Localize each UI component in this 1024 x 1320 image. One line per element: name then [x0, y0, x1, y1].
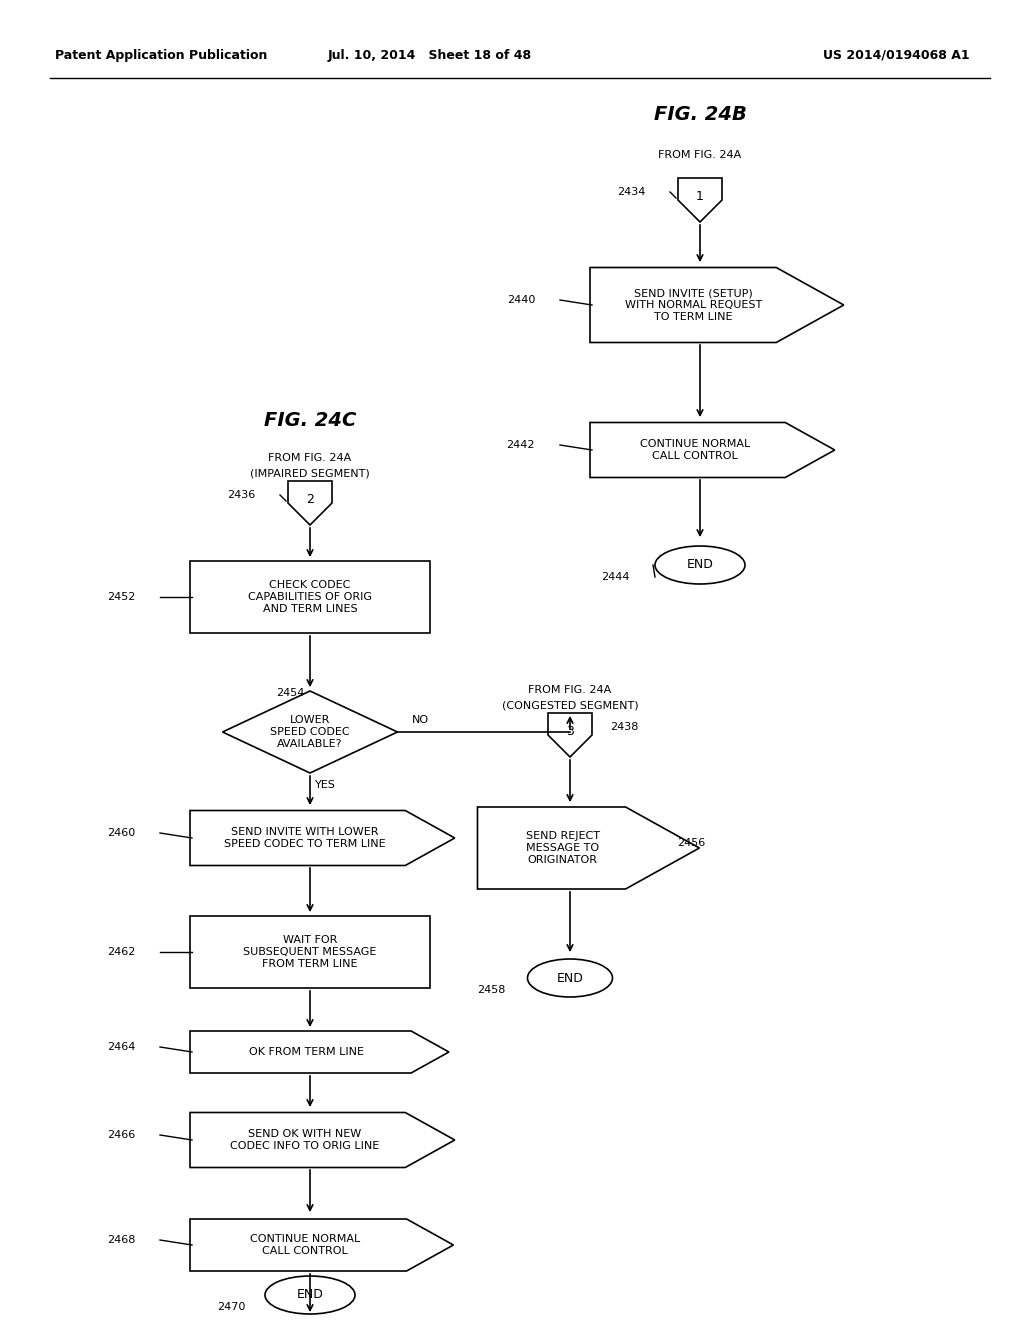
Text: FIG. 24B: FIG. 24B: [653, 106, 746, 124]
Text: SEND INVITE WITH LOWER
SPEED CODEC TO TERM LINE: SEND INVITE WITH LOWER SPEED CODEC TO TE…: [224, 828, 386, 849]
Polygon shape: [590, 268, 844, 342]
Text: WAIT FOR
SUBSEQUENT MESSAGE
FROM TERM LINE: WAIT FOR SUBSEQUENT MESSAGE FROM TERM LI…: [244, 936, 377, 969]
Text: 2468: 2468: [106, 1236, 135, 1245]
Polygon shape: [477, 807, 699, 888]
Text: (IMPAIRED SEGMENT): (IMPAIRED SEGMENT): [250, 469, 370, 478]
Text: FROM FIG. 24A: FROM FIG. 24A: [528, 685, 611, 696]
Text: 2460: 2460: [106, 828, 135, 838]
Text: 2456: 2456: [677, 838, 706, 847]
Text: 1: 1: [696, 190, 703, 203]
Text: CHECK CODEC
CAPABILITIES OF ORIG
AND TERM LINES: CHECK CODEC CAPABILITIES OF ORIG AND TER…: [248, 581, 372, 614]
Text: 2: 2: [306, 494, 314, 506]
Text: FIG. 24C: FIG. 24C: [264, 411, 356, 429]
Text: 2454: 2454: [275, 688, 304, 698]
Text: Jul. 10, 2014   Sheet 18 of 48: Jul. 10, 2014 Sheet 18 of 48: [328, 49, 532, 62]
Text: FROM FIG. 24A: FROM FIG. 24A: [658, 150, 741, 160]
Ellipse shape: [527, 960, 612, 997]
Text: SEND INVITE (SETUP)
WITH NORMAL REQUEST
TO TERM LINE: SEND INVITE (SETUP) WITH NORMAL REQUEST …: [625, 288, 762, 322]
Text: 2470: 2470: [217, 1302, 245, 1312]
Text: 2434: 2434: [616, 187, 645, 197]
Polygon shape: [288, 480, 332, 525]
Text: 2436: 2436: [226, 490, 255, 500]
Bar: [190, 916, 430, 987]
Text: 3: 3: [566, 725, 573, 738]
Polygon shape: [678, 178, 722, 222]
Text: 2464: 2464: [106, 1041, 135, 1052]
Text: OK FROM TERM LINE: OK FROM TERM LINE: [249, 1047, 364, 1057]
Polygon shape: [190, 1031, 449, 1073]
Text: END: END: [686, 558, 714, 572]
Text: NO: NO: [412, 715, 429, 725]
Text: CONTINUE NORMAL
CALL CONTROL: CONTINUE NORMAL CALL CONTROL: [250, 1234, 360, 1255]
Text: 2466: 2466: [106, 1130, 135, 1140]
Text: END: END: [297, 1288, 324, 1302]
Text: END: END: [557, 972, 584, 985]
Text: LOWER
SPEED CODEC
AVAILABLE?: LOWER SPEED CODEC AVAILABLE?: [270, 715, 350, 748]
Polygon shape: [590, 422, 835, 478]
Text: 2452: 2452: [106, 591, 135, 602]
Text: US 2014/0194068 A1: US 2014/0194068 A1: [823, 49, 970, 62]
Text: 2462: 2462: [106, 946, 135, 957]
Text: 2444: 2444: [601, 572, 630, 582]
Text: (CONGESTED SEGMENT): (CONGESTED SEGMENT): [502, 700, 638, 710]
Text: SEND REJECT
MESSAGE TO
ORIGINATOR: SEND REJECT MESSAGE TO ORIGINATOR: [525, 832, 600, 865]
Text: 2458: 2458: [476, 985, 505, 995]
Polygon shape: [548, 713, 592, 756]
Text: 2440: 2440: [507, 294, 535, 305]
Text: Patent Application Publication: Patent Application Publication: [55, 49, 267, 62]
Bar: [190, 561, 430, 634]
Text: CONTINUE NORMAL
CALL CONTROL: CONTINUE NORMAL CALL CONTROL: [640, 440, 751, 461]
Polygon shape: [190, 1113, 455, 1167]
Polygon shape: [190, 1218, 454, 1271]
Ellipse shape: [655, 546, 745, 583]
Text: SEND OK WITH NEW
CODEC INFO TO ORIG LINE: SEND OK WITH NEW CODEC INFO TO ORIG LINE: [230, 1129, 380, 1151]
Text: YES: YES: [314, 780, 336, 789]
Text: FROM FIG. 24A: FROM FIG. 24A: [268, 453, 351, 463]
Text: 2438: 2438: [610, 722, 638, 733]
Polygon shape: [222, 690, 397, 774]
Polygon shape: [190, 810, 455, 866]
Text: 2442: 2442: [507, 440, 535, 450]
Ellipse shape: [265, 1276, 355, 1313]
